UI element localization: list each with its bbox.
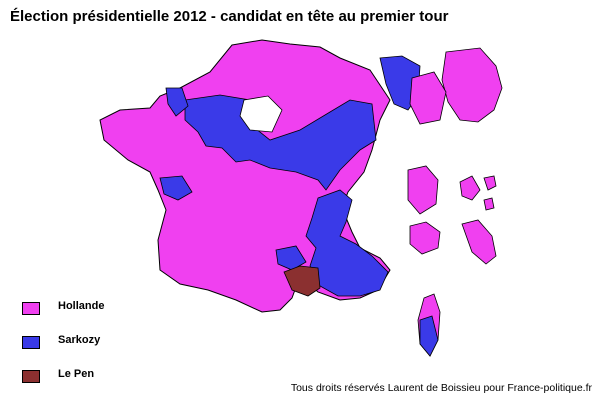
legend-label-lepen: Le Pen (58, 368, 95, 380)
overseas-reunion-top (409, 71, 447, 125)
region-sarkozy-west (165, 87, 189, 117)
region-sarkozy-north (184, 94, 377, 191)
region-sarkozy-vendee (159, 175, 193, 201)
credit-text: Tous droits réservés Laurent de Boissieu… (290, 382, 592, 394)
legend-label-hollande: Hollande (58, 300, 105, 312)
region-lepen-gard (283, 265, 321, 297)
legend-item-lepen: Le Pen (22, 368, 182, 384)
map-title: Élection présidentielle 2012 - candidat … (10, 8, 449, 25)
paris-area (239, 95, 283, 133)
overseas-martinique (407, 165, 439, 215)
overseas-guyana (441, 47, 503, 123)
overseas-guadeloupe (459, 175, 481, 201)
corsica-sarkozy (419, 315, 439, 357)
legend-item-sarkozy: Sarkozy (22, 334, 182, 350)
overseas-mayotte (461, 219, 497, 265)
overseas-reunion (409, 221, 441, 255)
overseas-small-1 (483, 175, 497, 191)
overseas-small-2 (483, 197, 495, 211)
legend-swatch-lepen (22, 370, 40, 383)
legend-swatch-hollande (22, 302, 40, 315)
legend-item-hollande: Hollande (22, 300, 182, 316)
legend-swatch-sarkozy (22, 336, 40, 349)
legend-label-sarkozy: Sarkozy (58, 334, 101, 346)
region-sarkozy-alps (305, 189, 389, 297)
